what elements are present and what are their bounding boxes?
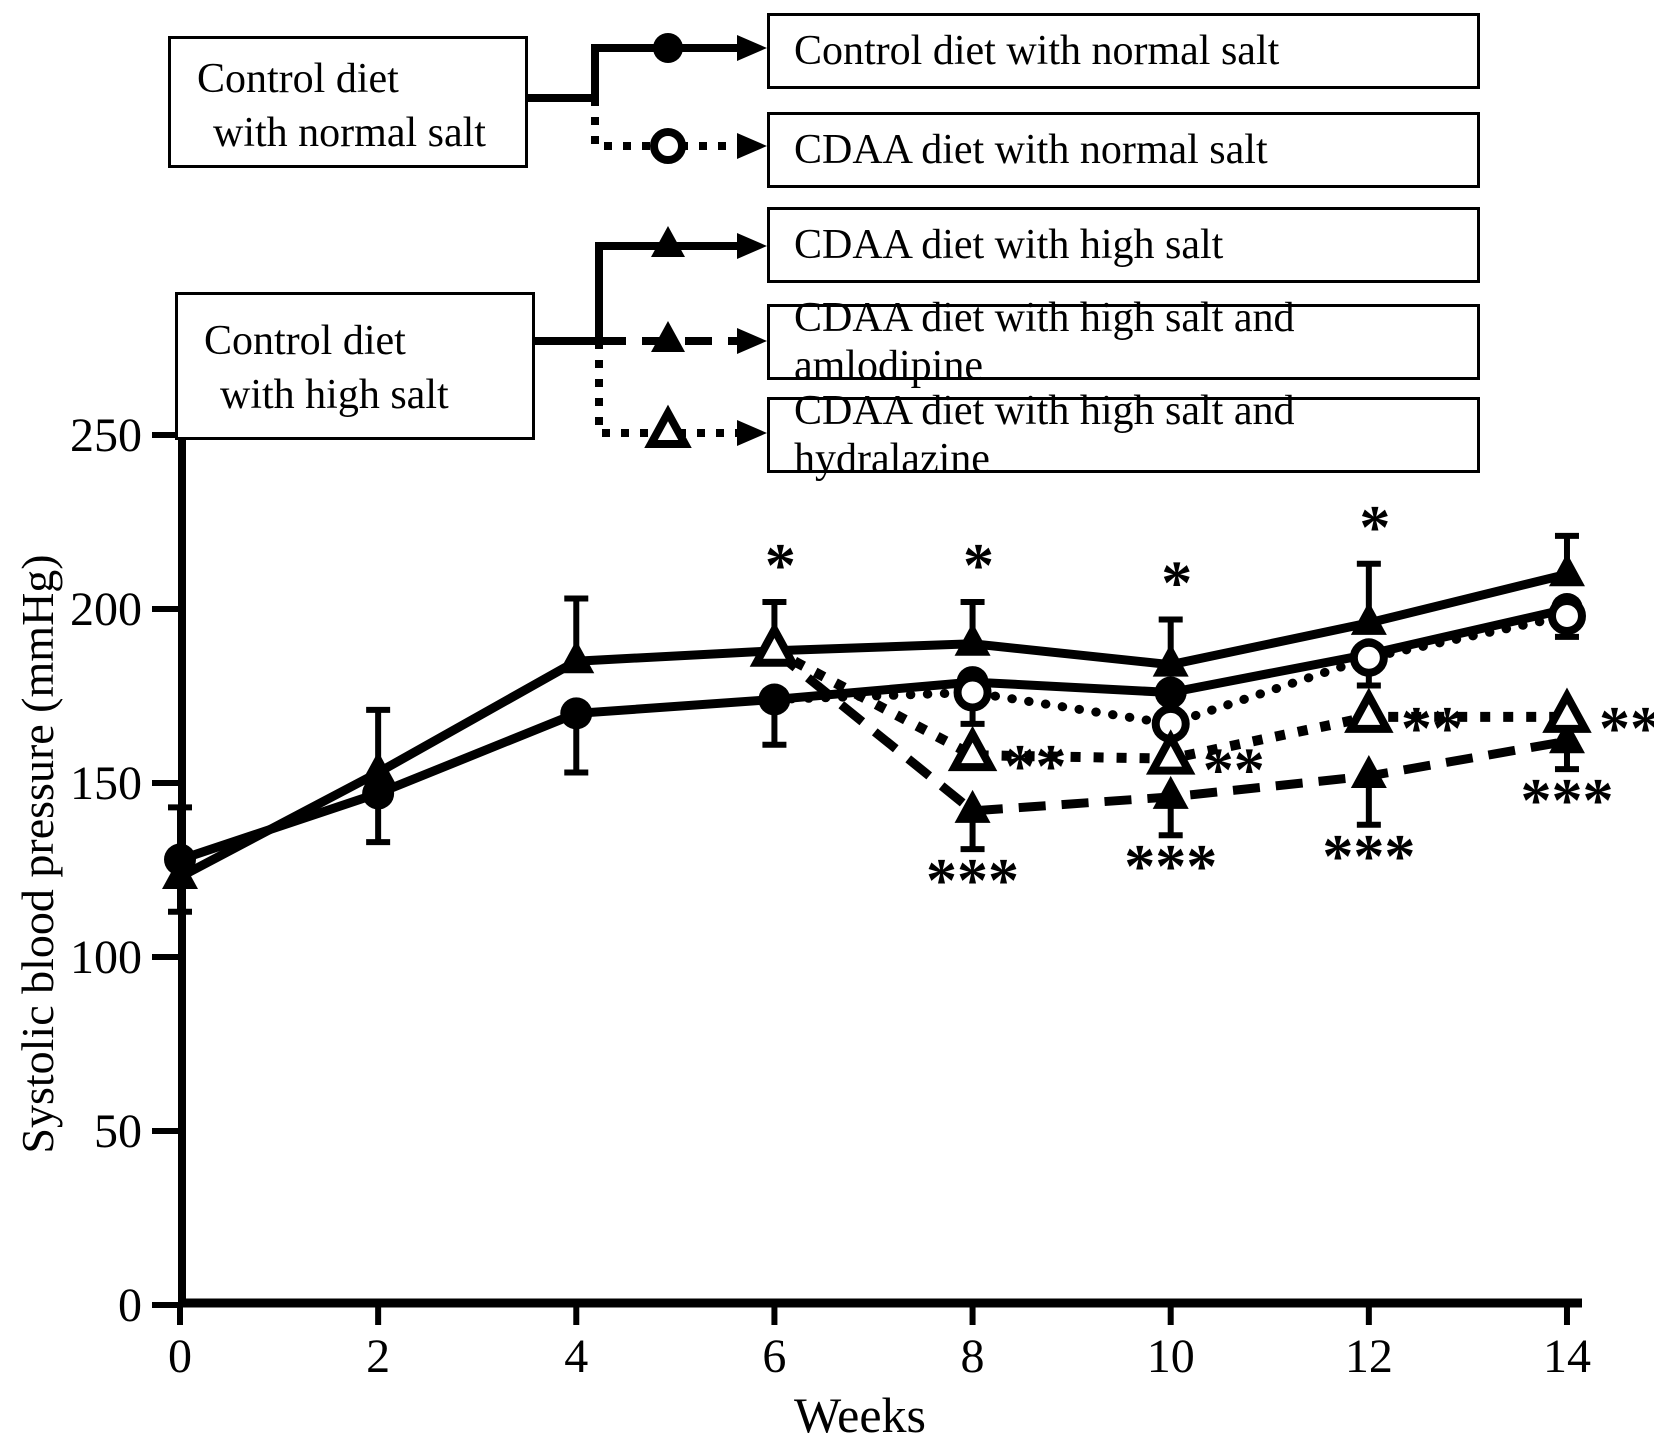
flow-marker-triangle-open-icon: [644, 404, 692, 448]
y-tick-label: 250: [70, 409, 142, 462]
marker-triangle-filled-cdaa-diet-with-high-salt-and-amlodipine: [1152, 775, 1189, 809]
source-box-line: Control diet: [204, 318, 406, 364]
flow-marker-triangle-filled-icon: [651, 226, 685, 257]
y-tick-label: 50: [94, 1105, 142, 1158]
marker-circle-filled-control-diet-with-normal-salt: [362, 777, 395, 810]
source-box-line: with high salt: [220, 371, 449, 418]
marker-triangle-open-cdaa-diet-with-high-salt-and-hydralazine: [1145, 729, 1196, 775]
flow-arrowhead-icon: [737, 35, 767, 61]
flow-connector-solid: [531, 242, 745, 345]
significance-double-star: **: [1203, 737, 1265, 805]
flow-result-box-cdaa-diet-with-high-salt: CDAA diet with high salt: [767, 207, 1480, 283]
source-box-line: Control diet: [197, 56, 399, 102]
x-tick-label: 2: [366, 1330, 390, 1383]
significance-triple-star: ***: [926, 847, 1019, 915]
significance-star: *: [1359, 494, 1390, 562]
result-box-label: CDAA diet with high salt: [794, 222, 1224, 268]
x-tick-label: 6: [762, 1330, 786, 1383]
marker-triangle-open-cdaa-diet-with-high-salt-and-hydralazine: [1344, 687, 1394, 733]
result-box-label: CDAA diet with normal salt: [794, 127, 1268, 173]
flow-marker-circle-open-icon: [650, 128, 686, 164]
marker-circle-filled-control-diet-with-normal-salt: [164, 843, 196, 876]
marker-triangle-filled-cdaa-diet-with-high-salt: [1548, 553, 1585, 587]
flow-arrowhead-icon: [737, 133, 767, 159]
y-axis-title: Systolic blood pressure (mmHg): [12, 554, 63, 1154]
significance-double-star: **: [1401, 695, 1463, 763]
y-tick-label: 100: [70, 931, 142, 984]
significance-star: *: [765, 532, 796, 600]
y-tick-label: 200: [70, 583, 142, 636]
significance-double-star: **: [1005, 733, 1067, 801]
flow-source-box-control-normal-salt: Control diet with normal salt: [168, 36, 528, 168]
marker-triangle-filled-cdaa-diet-with-high-salt: [558, 640, 595, 674]
x-tick-label: 14: [1543, 1330, 1591, 1383]
marker-triangle-filled-cdaa-diet-with-high-salt: [360, 751, 397, 785]
y-tick-label: 0: [118, 1279, 142, 1332]
marker-triangle-filled-cdaa-diet-with-high-salt: [1350, 601, 1387, 635]
result-box-label: Control diet with normal salt: [794, 28, 1280, 74]
flow-connector-solid: [524, 44, 745, 102]
marker-triangle-filled-cdaa-diet-with-high-salt: [954, 622, 991, 656]
flow-marker-triangle-filled-icon: [651, 321, 685, 352]
flow-result-box-cdaa-diet-with-normal-salt: CDAA diet with normal salt: [767, 112, 1480, 188]
flow-source-box-control-high-salt: Control diet with high salt: [175, 292, 535, 440]
marker-circle-filled-control-diet-with-normal-salt: [560, 697, 593, 730]
flow-arrowhead-icon: [737, 233, 767, 259]
marker-triangle-open-cdaa-diet-with-high-salt-and-hydralazine: [1542, 687, 1592, 733]
significance-triple-star: ***: [1124, 833, 1217, 901]
x-tick-label: 4: [564, 1330, 588, 1383]
marker-circle-open-cdaa-diet-with-normal-salt: [1349, 638, 1388, 677]
marker-circle-open-cdaa-diet-with-normal-salt: [953, 673, 992, 712]
x-tick-label: 12: [1345, 1330, 1393, 1383]
marker-triangle-filled-cdaa-diet-with-high-salt-and-amlodipine: [1350, 755, 1387, 789]
x-tick-label: 10: [1147, 1330, 1195, 1383]
series-line-cdaa-diet-with-normal-salt: [769, 611, 1572, 729]
result-box-label: CDAA diet with high salt and hydralazine: [794, 388, 1295, 482]
flow-marker-circle-filled-icon: [653, 33, 683, 63]
flow-result-box-control-diet-with-normal-salt: Control diet with normal salt: [767, 13, 1480, 89]
flow-result-box-cdaa-diet-with-high-salt-and-hydralazine: CDAA diet with high salt and hydralazine: [767, 388, 1480, 482]
significance-triple-star: ***: [1520, 767, 1613, 835]
flow-result-box-cdaa-diet-with-high-salt-and-amlodipine: CDAA diet with high salt and amlodipine: [767, 295, 1480, 389]
x-tick-label: 0: [168, 1330, 192, 1383]
marker-triangle-filled-cdaa-diet-with-high-salt: [1152, 643, 1189, 677]
series-line-cdaa-diet-with-high-salt: [177, 569, 1569, 881]
significance-star: *: [1161, 549, 1192, 617]
marker-circle-filled-control-diet-with-normal-salt: [758, 683, 791, 716]
marker-triangle-filled-cdaa-diet-with-high-salt-and-amlodipine: [1548, 720, 1585, 754]
x-tick-label: 8: [961, 1330, 985, 1383]
marker-triangle-filled-cdaa-diet-with-high-salt-and-amlodipine: [954, 789, 991, 823]
source-box-line: with normal salt: [213, 109, 486, 156]
x-axis-title: Weeks: [793, 1387, 927, 1441]
marker-circle-filled-control-diet-with-normal-salt: [1154, 676, 1187, 709]
marker-triangle-open-cdaa-diet-with-high-salt-and-hydralazine: [749, 621, 800, 667]
series-line-control-diet-with-normal-salt: [178, 604, 1568, 864]
flow-arrowhead-icon: [737, 420, 767, 446]
result-box-label: CDAA diet with high salt and amlodipine: [794, 295, 1295, 389]
flow-arrowhead-icon: [737, 328, 767, 354]
significance-triple-star: ***: [1322, 823, 1415, 891]
marker-triangle-open-cdaa-diet-with-high-salt-and-hydralazine: [947, 725, 998, 772]
marker-circle-open-cdaa-diet-with-normal-salt: [1547, 596, 1586, 635]
y-tick-label: 150: [70, 757, 142, 810]
significance-double-star: **: [1599, 695, 1654, 763]
significance-star: *: [963, 532, 994, 600]
